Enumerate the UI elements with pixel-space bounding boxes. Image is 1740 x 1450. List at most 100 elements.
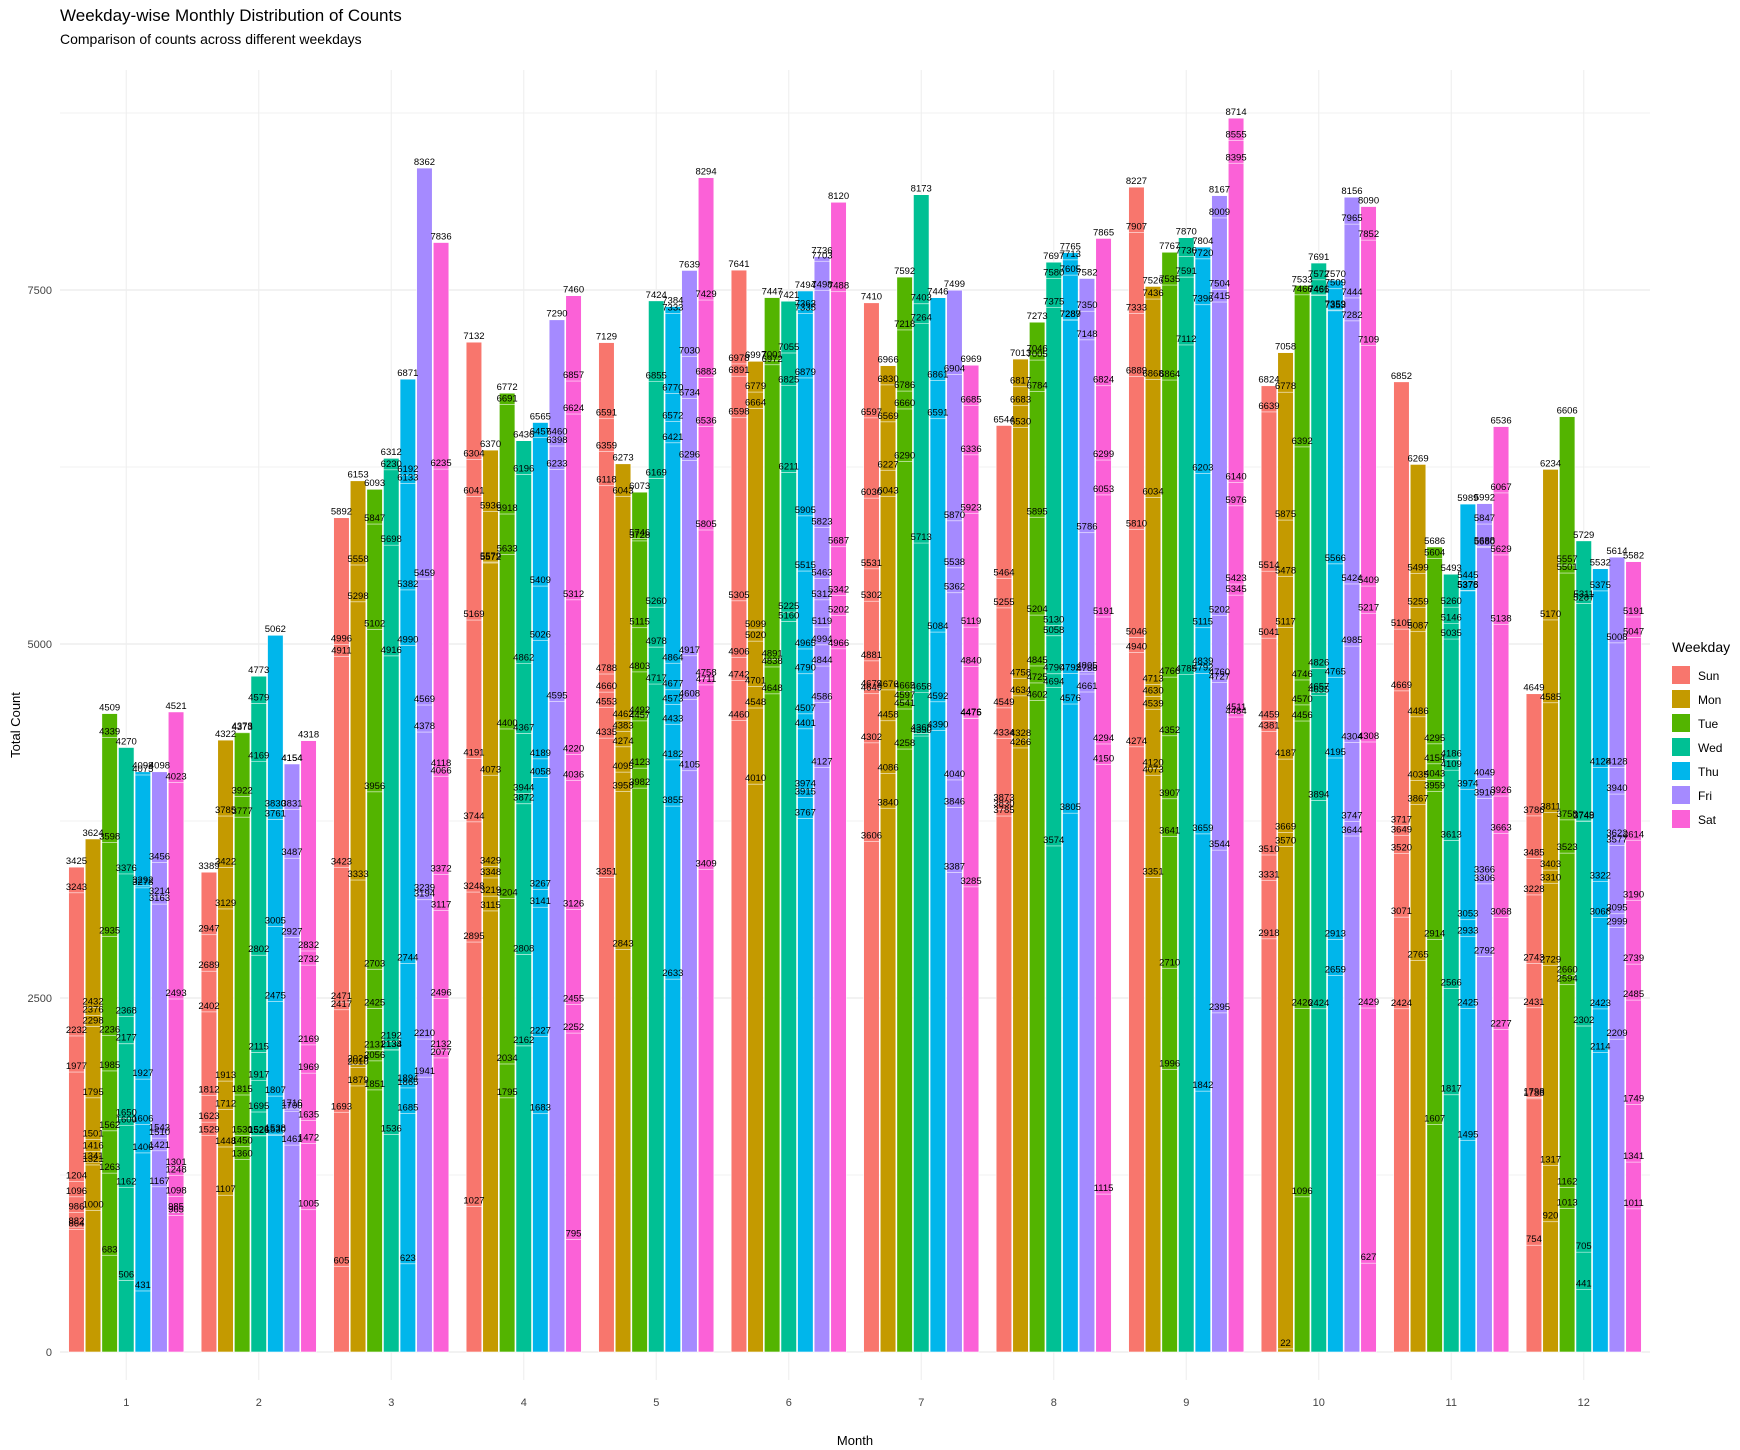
data-label: 7335 bbox=[795, 302, 816, 313]
data-label: 4373 bbox=[232, 722, 253, 733]
data-label: 5424 bbox=[1341, 573, 1362, 584]
data-label: 6861 bbox=[927, 369, 948, 380]
x-tick-label: 1 bbox=[123, 1397, 129, 1409]
data-label: 1448 bbox=[215, 1136, 236, 1147]
data-label: 7509 bbox=[1325, 278, 1346, 289]
data-label: 7447 bbox=[762, 287, 783, 298]
data-label: 7570 bbox=[1325, 269, 1346, 280]
data-label: 1341 bbox=[1623, 1151, 1644, 1162]
data-label: 7290 bbox=[546, 309, 567, 320]
data-label: 7289 bbox=[1060, 309, 1081, 320]
data-label: 4274 bbox=[612, 736, 633, 747]
data-label: 4911 bbox=[331, 646, 351, 657]
data-label: 7605 bbox=[1060, 264, 1081, 275]
bar-fri bbox=[1078, 278, 1096, 1353]
data-label: 5728 bbox=[629, 530, 650, 541]
data-label: 7641 bbox=[728, 259, 749, 270]
data-label: 3306 bbox=[1474, 873, 1495, 884]
data-label: 4660 bbox=[596, 681, 617, 692]
data-label: 4965 bbox=[795, 638, 816, 649]
data-label: 6234 bbox=[1540, 458, 1561, 469]
data-label: 3922 bbox=[232, 786, 253, 797]
data-label: 2209 bbox=[1606, 1028, 1627, 1039]
data-label: 6460 bbox=[546, 426, 567, 437]
data-label: 4220 bbox=[563, 743, 584, 754]
data-label: 1495 bbox=[1457, 1129, 1478, 1140]
data-label: 3485 bbox=[1523, 848, 1544, 859]
data-label: 3974 bbox=[795, 778, 816, 789]
data-label: 4597 bbox=[894, 690, 915, 701]
bar-sat bbox=[167, 711, 185, 1353]
data-label: 6824 bbox=[1258, 375, 1279, 386]
data-label: 6169 bbox=[646, 467, 667, 478]
data-label: 8090 bbox=[1358, 195, 1379, 206]
data-label: 3228 bbox=[1523, 884, 1544, 895]
data-label: 4711 bbox=[696, 674, 716, 685]
data-label: 1865 bbox=[397, 1077, 418, 1088]
data-label: 3423 bbox=[331, 856, 352, 867]
data-label: 4154 bbox=[281, 753, 302, 764]
data-label: 3830 bbox=[265, 799, 286, 810]
legend-key-thu bbox=[1672, 762, 1690, 780]
data-label: 1716 bbox=[281, 1098, 302, 1109]
data-label: 1817 bbox=[1441, 1084, 1462, 1095]
data-label: 1812 bbox=[198, 1084, 219, 1095]
data-label: 3867 bbox=[1407, 793, 1428, 804]
legend-label-wed: Wed bbox=[1698, 741, 1722, 755]
data-label: 5117 bbox=[1275, 616, 1295, 627]
data-label: 4182 bbox=[662, 749, 683, 760]
data-label: 2423 bbox=[1590, 998, 1611, 1009]
data-label: 2177 bbox=[116, 1033, 137, 1044]
data-label: 6772 bbox=[497, 382, 518, 393]
data-label: 7429 bbox=[695, 289, 716, 300]
data-label: 3907 bbox=[1159, 788, 1180, 799]
data-label: 882 bbox=[69, 1216, 85, 1227]
data-label: 7333 bbox=[1126, 303, 1147, 314]
data-label: 3570 bbox=[1275, 835, 1296, 846]
data-label: 7488 bbox=[828, 281, 849, 292]
data-label: 2133 bbox=[381, 1039, 402, 1050]
data-label: 3068 bbox=[1590, 907, 1611, 918]
data-label: 6978 bbox=[728, 353, 749, 364]
data-label: 5786 bbox=[1076, 522, 1097, 533]
data-label: 1096 bbox=[66, 1186, 87, 1197]
data-label: 3910 bbox=[1474, 787, 1495, 798]
data-label: 3956 bbox=[364, 781, 385, 792]
data-label: 5633 bbox=[497, 543, 518, 554]
bar-tue bbox=[499, 392, 516, 1353]
data-label: 4109 bbox=[1441, 759, 1462, 770]
data-label: 3520 bbox=[1391, 843, 1412, 854]
data-label: 4462 bbox=[612, 709, 633, 720]
data-label: 5847 bbox=[364, 513, 385, 524]
data-label: 3267 bbox=[530, 878, 551, 889]
data-label: 7396 bbox=[1192, 294, 1213, 305]
data-label: 4189 bbox=[530, 748, 551, 759]
data-label: 6211 bbox=[779, 462, 799, 473]
data-label: 7804 bbox=[1192, 236, 1213, 247]
data-label: 3624 bbox=[82, 828, 103, 839]
data-label: 1528 bbox=[248, 1125, 269, 1136]
data-label: 7460 bbox=[563, 285, 584, 296]
bar-sun bbox=[730, 269, 748, 1353]
data-label: 2192 bbox=[381, 1031, 402, 1042]
data-label: 3117 bbox=[431, 900, 451, 911]
data-label: 4996 bbox=[331, 634, 352, 645]
data-label: 4040 bbox=[944, 769, 965, 780]
data-label: 5629 bbox=[1490, 544, 1511, 555]
data-label: 3310 bbox=[1540, 872, 1561, 883]
bar-tue bbox=[1426, 546, 1443, 1353]
x-tick-label: 2 bbox=[256, 1397, 262, 1409]
data-label: 6392 bbox=[1292, 436, 1313, 447]
data-label: 4727 bbox=[1209, 672, 1230, 683]
data-label: 2134 bbox=[381, 1039, 402, 1050]
x-tick-label: 7 bbox=[918, 1397, 924, 1409]
legend-key-wed bbox=[1672, 738, 1690, 756]
bar-sat bbox=[565, 295, 582, 1353]
data-label: 6457 bbox=[530, 427, 551, 438]
data-label: 5026 bbox=[530, 629, 551, 640]
data-label: 7273 bbox=[1027, 311, 1048, 322]
data-label: 4549 bbox=[993, 697, 1014, 708]
data-label: 7870 bbox=[1176, 227, 1197, 238]
data-label: 6133 bbox=[397, 473, 418, 484]
data-label: 5847 bbox=[1474, 513, 1495, 524]
